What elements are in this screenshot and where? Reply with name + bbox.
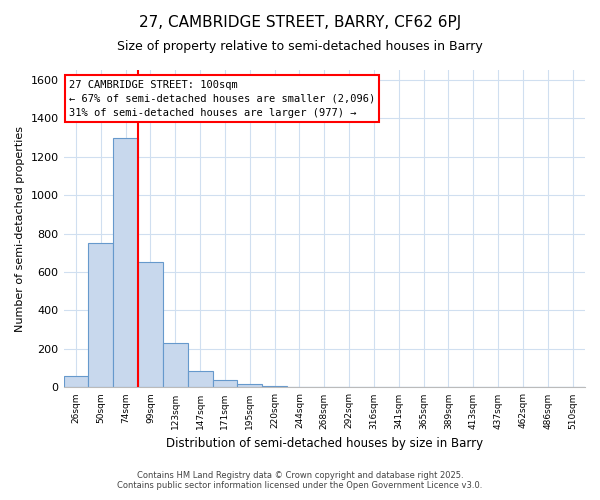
Bar [163, 343, 188, 388]
Y-axis label: Number of semi-detached properties: Number of semi-detached properties [15, 126, 25, 332]
Bar [238, 384, 262, 388]
Text: 27, CAMBRIDGE STREET, BARRY, CF62 6PJ: 27, CAMBRIDGE STREET, BARRY, CF62 6PJ [139, 15, 461, 30]
X-axis label: Distribution of semi-detached houses by size in Barry: Distribution of semi-detached houses by … [166, 437, 483, 450]
Bar [212, 380, 238, 388]
Bar [64, 376, 88, 388]
Text: Size of property relative to semi-detached houses in Barry: Size of property relative to semi-detach… [117, 40, 483, 53]
Bar [138, 262, 163, 388]
Bar [88, 243, 113, 388]
Bar [188, 371, 212, 388]
Text: Contains HM Land Registry data © Crown copyright and database right 2025.
Contai: Contains HM Land Registry data © Crown c… [118, 470, 482, 490]
Bar [287, 387, 312, 388]
Text: 27 CAMBRIDGE STREET: 100sqm
← 67% of semi-detached houses are smaller (2,096)
31: 27 CAMBRIDGE STREET: 100sqm ← 67% of sem… [69, 80, 375, 118]
Bar [262, 386, 287, 388]
Bar [113, 138, 138, 388]
